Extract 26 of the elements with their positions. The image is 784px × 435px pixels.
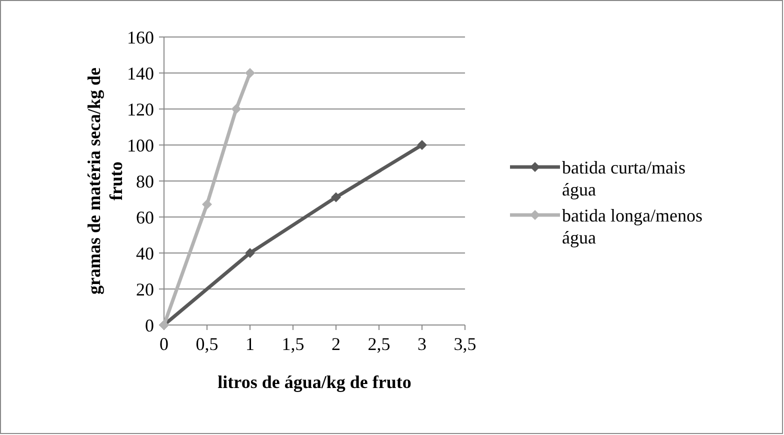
point — [245, 248, 255, 258]
y-tick-label: 160 — [127, 27, 154, 48]
point — [231, 104, 242, 114]
x-tick-label: 0,5 — [196, 334, 218, 354]
x-tick-label: 1,5 — [282, 334, 304, 354]
x-tick-label: 1 — [246, 334, 254, 354]
point — [245, 68, 255, 78]
y-tick-label: 80 — [136, 171, 154, 192]
y-tick-label: 20 — [136, 279, 154, 300]
y-tick-label: 120 — [127, 99, 154, 120]
point — [202, 199, 212, 210]
x-tick-label: 3 — [418, 334, 426, 354]
y-tick-label: 100 — [127, 135, 154, 156]
y-tick-label: 140 — [127, 63, 154, 84]
y-tick-label: 0 — [145, 315, 154, 336]
legend-label: batida longa/menos água — [562, 205, 702, 248]
point — [331, 192, 341, 202]
x-tick-label: 2,5 — [368, 334, 390, 354]
point — [417, 140, 427, 150]
y-axis-title: gramas de matéria seca/kg de fruto — [84, 68, 126, 294]
x-axis-title: litros de água/kg de fruto — [218, 372, 412, 392]
x-tick-label: 2 — [332, 334, 340, 354]
y-tick-label: 40 — [136, 243, 154, 264]
x-tick-label: 0 — [160, 334, 168, 354]
y-tick-label: 60 — [136, 207, 154, 228]
x-tick-label: 3,5 — [454, 334, 476, 354]
